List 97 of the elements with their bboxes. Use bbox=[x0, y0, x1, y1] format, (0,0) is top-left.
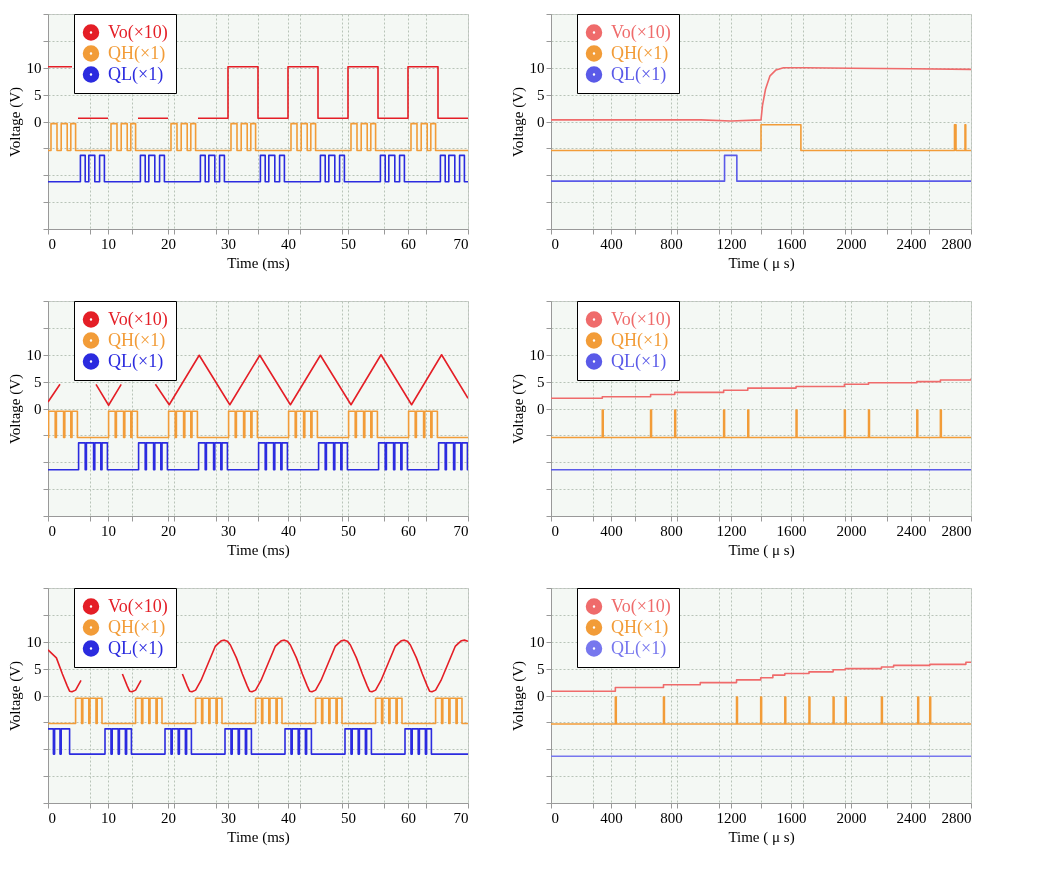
x-tick-label: 0 bbox=[48, 522, 56, 539]
x-tick-label: 50 bbox=[341, 809, 356, 826]
x-tick-label: 60 bbox=[401, 809, 416, 826]
x-tick-label: 0 bbox=[48, 235, 56, 252]
y-tick-label: 10 bbox=[529, 634, 545, 651]
x-tick-label: 2800 bbox=[941, 522, 972, 539]
legend-label: QH(×1) bbox=[108, 329, 166, 351]
x-tick-label: 0 bbox=[48, 809, 56, 826]
x-tick-label: 400 bbox=[600, 809, 623, 826]
legend-label: QL(×1) bbox=[611, 637, 667, 659]
x-tick-label: 0 bbox=[551, 809, 559, 826]
y-tick-label: 5 bbox=[537, 374, 545, 391]
x-axis-title: Time (ms) bbox=[227, 828, 290, 846]
x-tick-label: 10 bbox=[101, 522, 116, 539]
x-tick-label: 40 bbox=[281, 235, 296, 252]
x-tick-label: 800 bbox=[660, 809, 683, 826]
x-tick-label: 2000 bbox=[836, 809, 867, 826]
x-axis-title: Time ( μ s) bbox=[728, 541, 795, 559]
y-tick-label: 0 bbox=[34, 114, 42, 130]
legend-label: QH(×1) bbox=[611, 329, 669, 351]
x-axis-title: Time ( μ s) bbox=[728, 254, 795, 272]
x-tick-label: 40 bbox=[281, 522, 296, 539]
x-tick-label: 70 bbox=[453, 522, 469, 539]
legend-label: QH(×1) bbox=[611, 616, 669, 638]
x-tick-label: 2000 bbox=[836, 235, 867, 252]
y-tick-label: 5 bbox=[537, 87, 545, 104]
x-tick-label: 10 bbox=[101, 235, 116, 252]
y-tick-label: 0 bbox=[34, 688, 42, 704]
legend-label: Vo(×10) bbox=[108, 595, 168, 617]
y-tick-label: 10 bbox=[529, 347, 545, 364]
x-tick-label: 30 bbox=[221, 235, 236, 252]
legend-label: QL(×1) bbox=[108, 350, 164, 372]
legend-label: Vo(×10) bbox=[611, 308, 671, 330]
x-tick-label: 1600 bbox=[776, 522, 807, 539]
x-tick-label: 2400 bbox=[896, 809, 927, 826]
x-tick-label: 2000 bbox=[836, 522, 867, 539]
x-tick-label: 40 bbox=[281, 809, 296, 826]
legend-label: Vo(×10) bbox=[611, 21, 671, 43]
x-tick-label: 20 bbox=[161, 522, 176, 539]
y-axis-title: Voltage (V) bbox=[509, 86, 527, 158]
x-tick-label: 1200 bbox=[716, 809, 747, 826]
y-axis-title: Voltage (V) bbox=[6, 660, 24, 732]
y-tick-label: 0 bbox=[537, 688, 545, 704]
y-tick-label: 0 bbox=[537, 114, 545, 130]
legend-label: Vo(×10) bbox=[611, 595, 671, 617]
x-tick-label: 30 bbox=[221, 809, 236, 826]
x-tick-label: 10 bbox=[101, 809, 116, 826]
x-tick-label: 1600 bbox=[776, 235, 807, 252]
x-tick-label: 60 bbox=[401, 235, 416, 252]
x-axis-title: Time (ms) bbox=[227, 541, 290, 559]
x-tick-label: 0 bbox=[551, 235, 559, 252]
y-axis-title: Voltage (V) bbox=[6, 373, 24, 445]
x-tick-label: 50 bbox=[341, 522, 356, 539]
y-axis-title: Voltage (V) bbox=[509, 660, 527, 732]
legend-label: QL(×1) bbox=[611, 63, 667, 85]
x-tick-label: 0 bbox=[551, 522, 559, 539]
line-series bbox=[551, 66, 971, 122]
legend-label: QL(×1) bbox=[108, 637, 164, 659]
y-tick-label: 5 bbox=[537, 661, 545, 678]
legend-label: QL(×1) bbox=[108, 63, 164, 85]
x-axis-title: Time ( μ s) bbox=[728, 828, 795, 846]
x-tick-label: 800 bbox=[660, 522, 683, 539]
x-tick-label: 400 bbox=[600, 235, 623, 252]
x-tick-label: 2800 bbox=[941, 809, 972, 826]
y-tick-label: 5 bbox=[34, 661, 42, 678]
x-tick-label: 20 bbox=[161, 235, 176, 252]
y-tick-label: 5 bbox=[34, 374, 42, 391]
y-tick-label: 10 bbox=[26, 347, 42, 364]
y-tick-label: 10 bbox=[26, 60, 42, 77]
x-tick-label: 400 bbox=[600, 522, 623, 539]
legend-label: QL(×1) bbox=[611, 350, 667, 372]
x-tick-label: 2400 bbox=[896, 522, 927, 539]
y-tick-label: 5 bbox=[34, 87, 42, 104]
x-tick-label: 30 bbox=[221, 522, 236, 539]
x-tick-label: 70 bbox=[453, 809, 469, 826]
y-tick-label: 10 bbox=[529, 60, 545, 77]
y-tick-label: 0 bbox=[34, 401, 42, 417]
x-tick-label: 2800 bbox=[941, 235, 972, 252]
x-tick-label: 60 bbox=[401, 522, 416, 539]
y-tick-label: 0 bbox=[537, 401, 545, 417]
x-tick-label: 2400 bbox=[896, 235, 927, 252]
legend-label: Vo(×10) bbox=[108, 308, 168, 330]
x-tick-label: 20 bbox=[161, 809, 176, 826]
x-tick-label: 800 bbox=[660, 235, 683, 252]
x-tick-label: 50 bbox=[341, 235, 356, 252]
legend-label: QH(×1) bbox=[108, 616, 166, 638]
x-axis-title: Time (ms) bbox=[227, 254, 290, 272]
legend-label: QH(×1) bbox=[108, 42, 166, 64]
y-axis-title: Voltage (V) bbox=[509, 373, 527, 445]
x-tick-label: 1200 bbox=[716, 522, 747, 539]
y-axis-title: Voltage (V) bbox=[6, 86, 24, 158]
x-tick-label: 70 bbox=[453, 235, 469, 252]
y-tick-label: 10 bbox=[26, 634, 42, 651]
legend-label: Vo(×10) bbox=[108, 21, 168, 43]
x-tick-label: 1200 bbox=[716, 235, 747, 252]
x-tick-label: 1600 bbox=[776, 809, 807, 826]
legend-label: QH(×1) bbox=[611, 42, 669, 64]
